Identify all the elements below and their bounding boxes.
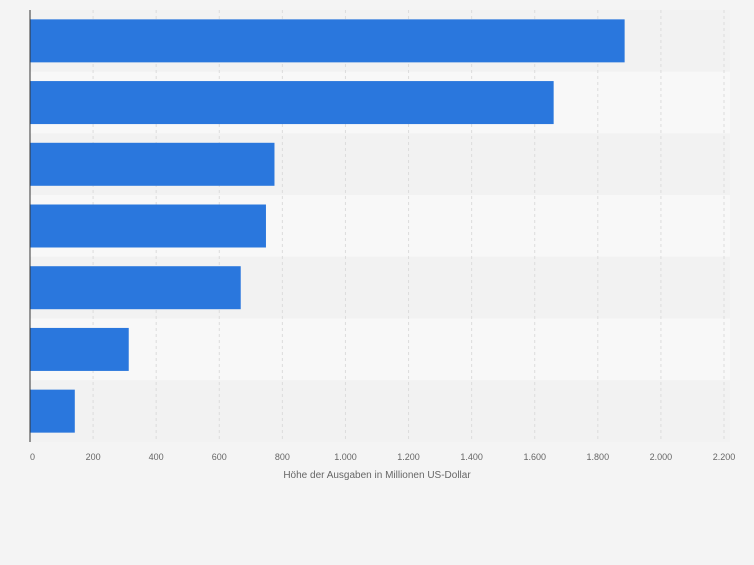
row-band — [30, 380, 730, 442]
x-tick-label: 0 — [30, 452, 35, 462]
bar[interactable] — [30, 19, 625, 63]
row-band — [30, 318, 730, 381]
bars — [30, 19, 625, 433]
x-tick-label: 1.800 — [587, 452, 610, 462]
x-tick-label: 800 — [275, 452, 290, 462]
x-tick-label: 2.000 — [650, 452, 673, 462]
bar[interactable] — [30, 266, 241, 310]
x-tick-label: 1.200 — [397, 452, 420, 462]
x-tick-label: 400 — [149, 452, 164, 462]
x-tick-label: 600 — [212, 452, 227, 462]
x-tick-label: 200 — [86, 452, 101, 462]
x-tick-labels: 0 200 400 600 800 1.000 1.200 1.400 1.600 1.800 2.… — [30, 452, 735, 462]
x-tick-label: 1.600 — [523, 452, 546, 462]
x-tick-label: 1.400 — [460, 452, 483, 462]
bar[interactable] — [30, 327, 129, 371]
bar[interactable] — [30, 81, 554, 125]
bar[interactable] — [30, 204, 266, 248]
bar[interactable] — [30, 389, 75, 433]
x-tick-label: 2.200 — [713, 452, 736, 462]
x-axis-title: Höhe der Ausgaben in Millionen US-Dollar — [283, 470, 471, 481]
x-tick-label: 1.000 — [334, 452, 357, 462]
bar[interactable] — [30, 142, 275, 186]
